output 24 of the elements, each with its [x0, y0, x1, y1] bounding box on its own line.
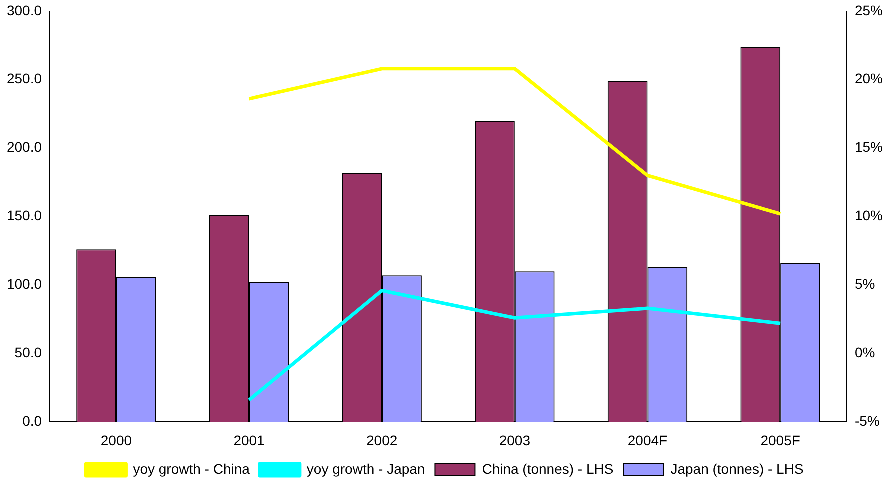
- x-tick-label: 2000: [100, 432, 132, 448]
- y-tick-label: 150.0: [6, 208, 42, 224]
- y2-tick-label: 15%: [854, 139, 884, 156]
- x-tick-label: 2004F: [628, 432, 668, 448]
- y2-tick-label: -5%: [854, 413, 880, 430]
- y-tick-label: 50.0: [14, 344, 42, 361]
- legend-label: China (tonnes) - LHS: [482, 460, 614, 477]
- x-tick-label: 2003: [499, 432, 531, 448]
- legend-label: Japan (tonnes) - LHS: [670, 460, 804, 477]
- x-tick-label: 2001: [234, 432, 266, 448]
- y2-tick-label: 20%: [854, 70, 884, 87]
- x-tick-label: 2005F: [760, 432, 800, 448]
- y2-tick-label: 25%: [854, 2, 884, 18]
- y-tick-label: 0.0: [22, 413, 42, 430]
- x-tick-label: 2002: [366, 432, 398, 448]
- y2-tick-label: 10%: [854, 208, 884, 224]
- y2-tick-label: 5%: [854, 276, 876, 292]
- legend-label: yoy growth - Japan: [306, 460, 426, 477]
- y-tick-label: 300.0: [6, 2, 42, 18]
- y-tick-label: 200.0: [6, 139, 42, 156]
- legend-label: yoy growth - China: [133, 460, 250, 477]
- y2-tick-label: 0%: [854, 344, 876, 361]
- y-tick-label: 100.0: [6, 276, 42, 292]
- y-tick-label: 250.0: [6, 70, 42, 87]
